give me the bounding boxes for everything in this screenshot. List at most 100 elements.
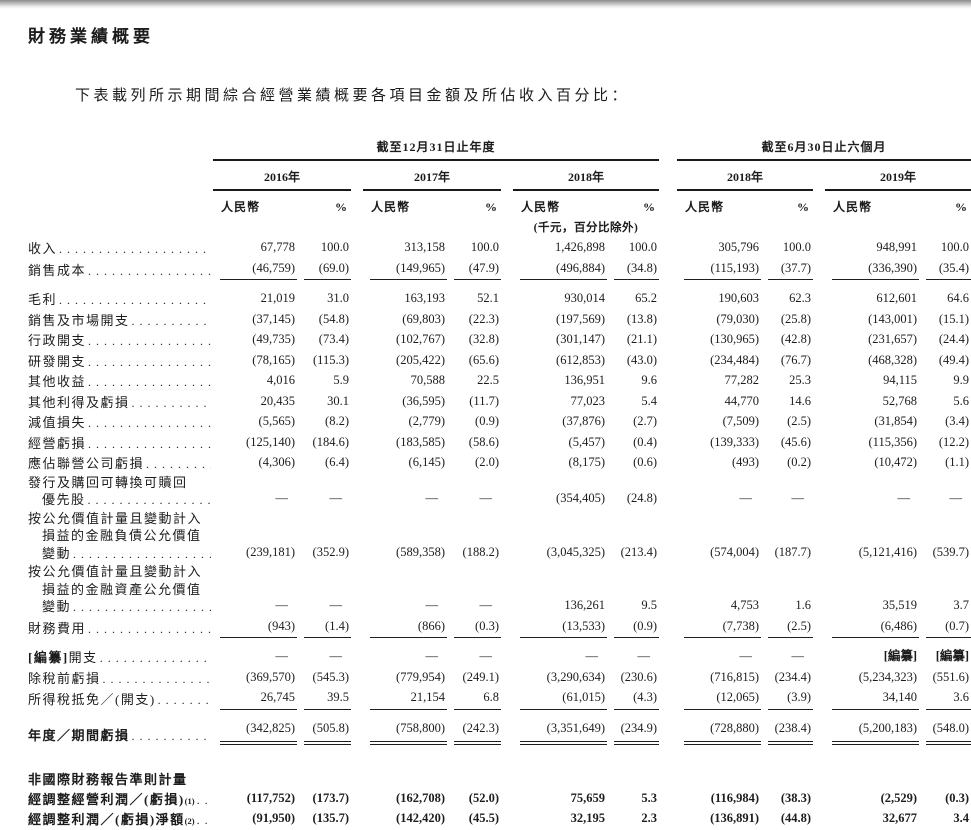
value-cell: (58.6) <box>468 434 499 449</box>
table-row-adjusted-net-profit-loss: 經調整利潤／(虧損)淨額(2) (91,950) (135.7) (142,420) (… <box>28 809 971 830</box>
value-cell: (49.4) <box>938 352 970 367</box>
column-spacer <box>659 160 677 190</box>
value-cell: 20,435 <box>260 393 295 408</box>
column-spacer <box>351 638 363 668</box>
value-cell: 612,601 <box>876 291 918 305</box>
dot-leader <box>197 791 211 810</box>
value-cell: — <box>275 649 289 663</box>
column-spacer <box>659 190 677 217</box>
value-cell: 4,016 <box>266 373 295 387</box>
column-spacer <box>813 412 825 433</box>
value-cell: (8,175) <box>568 455 605 469</box>
value-cell: 5.4 <box>641 393 658 408</box>
value-cell: 5.6 <box>953 393 970 408</box>
header-spacer <box>363 217 501 238</box>
value-cell: — <box>949 491 963 505</box>
column-spacer <box>501 453 513 474</box>
column-spacer <box>813 668 825 689</box>
value-cell: (37.7) <box>761 259 814 280</box>
value-cell: (187.7) <box>774 544 812 559</box>
percent-header: % <box>335 200 347 214</box>
column-spacer <box>351 351 363 372</box>
value-cell: 9.9 <box>953 373 970 387</box>
column-spacer <box>351 617 363 639</box>
value-cell: (184.6) <box>312 434 349 449</box>
column-spacer <box>813 433 825 454</box>
value-cell: (545.3) <box>312 669 349 684</box>
value-cell: (369,570) <box>246 669 295 684</box>
value-cell: 190,603 <box>718 291 760 305</box>
column-spacer <box>813 809 825 830</box>
value-cell: 75,659 <box>570 790 605 805</box>
value-cell: (35.4) <box>919 259 971 280</box>
value-cell: (5,234,323) <box>858 669 918 684</box>
column-spacer <box>813 563 825 617</box>
dot-leader <box>73 545 211 564</box>
page-title: 財務業績概要 <box>28 27 154 46</box>
column-spacer <box>659 412 677 433</box>
value-cell: — <box>479 491 493 505</box>
value-cell: (130,965) <box>710 332 760 346</box>
value-cell: — <box>791 491 805 505</box>
value-cell: 77,282 <box>724 373 760 387</box>
column-spacer <box>659 280 677 310</box>
value-cell: (115,356) <box>868 434 918 449</box>
year-header-row: 2016年 2017年 2018年 2018年 2019年 <box>28 160 971 191</box>
percent-header: % <box>955 200 968 214</box>
column-spacer <box>659 809 677 830</box>
value-cell: 100.0 <box>940 240 970 254</box>
value-cell: (574,004) <box>710 544 760 559</box>
value-cell: (1.4) <box>297 617 351 638</box>
value-cell: 77,023 <box>570 393 605 408</box>
column-spacer <box>813 310 825 331</box>
header-spacer <box>28 217 213 238</box>
column-spacer <box>501 330 513 351</box>
value-cell: 35,519 <box>882 598 918 612</box>
dot-leader <box>59 240 211 259</box>
column-spacer <box>501 474 513 510</box>
row-label: 毛利 <box>28 280 213 310</box>
value-cell: (78,165) <box>252 352 295 367</box>
value-cell: 65.2 <box>635 291 658 305</box>
column-spacer <box>501 238 513 259</box>
value-cell: (249.1) <box>462 669 499 684</box>
value-cell: (10,472) <box>874 455 918 469</box>
value-cell: (54.8) <box>318 311 349 326</box>
value-cell: (24.8) <box>626 491 658 505</box>
column-spacer <box>659 789 677 810</box>
value-cell: (42.8) <box>780 332 812 346</box>
value-cell: (612,853) <box>556 352 605 367</box>
value-cell: (3,045,325) <box>546 544 605 559</box>
column-spacer <box>501 710 513 746</box>
row-label: 除稅前虧損 <box>28 668 213 689</box>
column-spacer <box>501 310 513 331</box>
value-cell: (239,181) <box>246 544 295 559</box>
column-spacer <box>501 392 513 413</box>
value-cell: (117,752) <box>246 790 295 805</box>
value-cell: (336,390) <box>825 259 920 280</box>
value-cell: — <box>329 491 343 505</box>
column-spacer <box>501 371 513 392</box>
value-cell: (22.3) <box>468 311 499 326</box>
table-row-finance-costs: 財務費用(943)(1.4) (866)(0.3) (13,533)(0.9) (7,… <box>28 617 971 639</box>
column-spacer <box>659 371 677 392</box>
table-row-gross-profit: 毛利 21,019 31.0 163,193 52.1 930,014 65.2 190,60… <box>28 280 971 310</box>
value-cell: 313,158 <box>404 240 445 254</box>
column-spacer <box>351 259 363 281</box>
column-spacer <box>659 238 677 259</box>
row-label: 經營虧損 <box>28 433 213 454</box>
column-spacer <box>813 160 825 190</box>
value-cell: (758,800) <box>363 710 447 745</box>
value-cell: 5.3 <box>641 790 658 805</box>
dot-leader <box>103 670 211 689</box>
column-spacer <box>351 217 363 238</box>
value-cell: (0.9) <box>607 617 660 638</box>
value-cell: (45.6) <box>780 434 812 449</box>
column-spacer <box>501 351 513 372</box>
column-spacer <box>813 259 825 281</box>
column-spacer <box>813 330 825 351</box>
column-spacer <box>659 668 677 689</box>
value-cell: (2,779) <box>408 414 445 428</box>
year-header-2018: 2018年 <box>513 160 660 191</box>
column-spacer <box>813 351 825 372</box>
